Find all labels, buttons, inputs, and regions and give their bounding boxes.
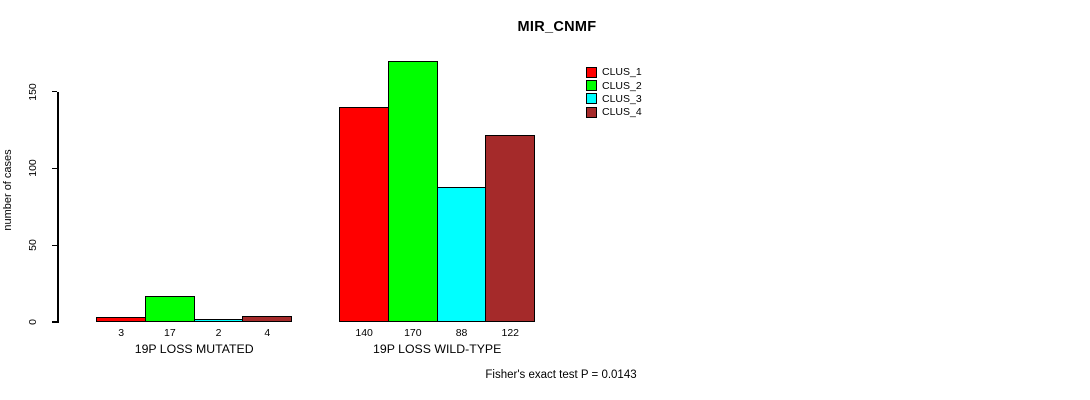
legend-swatch-CLUS_4 [586, 106, 597, 118]
legend-swatch-CLUS_2 [586, 80, 597, 92]
legend-label: CLUS_4 [602, 105, 642, 118]
bar-value-label: 88 [455, 326, 468, 339]
bar-CLUS_3 [436, 186, 487, 322]
fisher-test-annotation: Fisher's exact test P = 0.0143 [485, 369, 637, 381]
legend-label: CLUS_2 [602, 79, 642, 92]
bar-value-label: 170 [404, 326, 422, 339]
y-tick-label: 50 [27, 239, 39, 252]
chart-title: MIR_CNMF [517, 19, 597, 35]
y-tick-mark [52, 321, 58, 323]
y-axis-label: number of cases [2, 149, 14, 231]
legend-swatch-CLUS_3 [586, 93, 597, 105]
y-tick-label: 0 [27, 319, 39, 325]
bar-value-label: 2 [215, 326, 222, 339]
bar-value-label: 3 [118, 326, 125, 339]
bar-CLUS_4 [485, 134, 536, 322]
legend-item-CLUS_2: CLUS_2 [586, 79, 642, 92]
legend-item-CLUS_3: CLUS_3 [586, 92, 642, 105]
legend-swatch-CLUS_1 [586, 67, 597, 79]
bar-CLUS_4 [242, 315, 293, 322]
bar-value-label: 17 [164, 326, 176, 339]
legend: CLUS_1 CLUS_2 CLUS_3 CLUS_4 [586, 66, 642, 119]
legend-item-CLUS_1: CLUS_1 [586, 66, 642, 79]
bar-value-label: 122 [501, 326, 520, 339]
bar-CLUS_1 [96, 317, 146, 322]
y-tick-mark [52, 91, 58, 93]
legend-item-CLUS_4: CLUS_4 [586, 106, 642, 119]
bar-CLUS_3 [193, 318, 244, 322]
category-label: 19P LOSS WILD-TYPE [373, 341, 502, 356]
bar-CLUS_2 [388, 60, 438, 322]
bar-value-label: 140 [355, 326, 373, 339]
bar-CLUS_2 [145, 295, 195, 322]
legend-label: CLUS_3 [602, 92, 642, 105]
legend-label: CLUS_1 [602, 66, 642, 79]
y-tick-mark [52, 244, 58, 246]
y-tick-label: 100 [27, 159, 39, 178]
category-label: 19P LOSS MUTATED [134, 341, 254, 356]
y-axis-line [57, 91, 59, 323]
y-tick-label: 150 [27, 82, 39, 101]
y-tick-mark [52, 167, 58, 170]
bar-value-label: 4 [264, 326, 271, 339]
bar-CLUS_1 [339, 107, 389, 322]
